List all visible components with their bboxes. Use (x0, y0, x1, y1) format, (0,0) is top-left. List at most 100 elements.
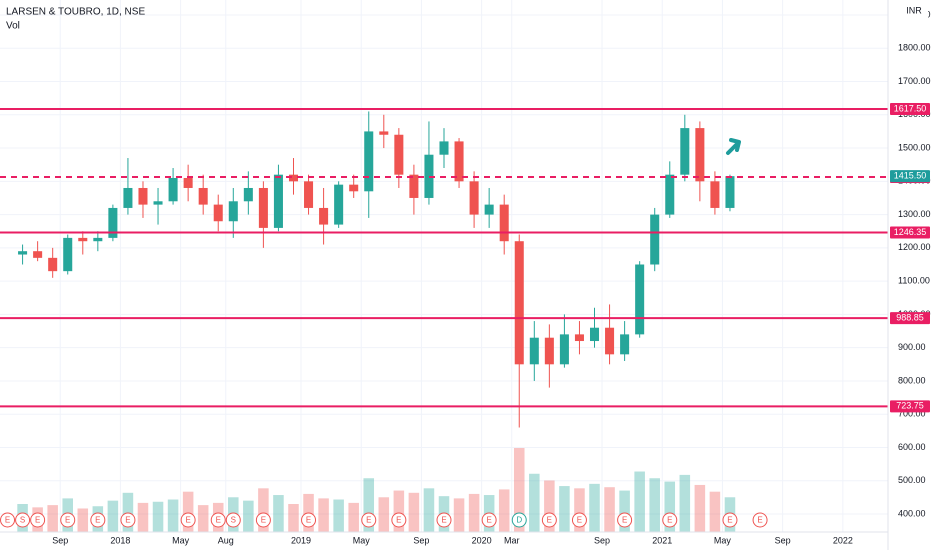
event-label: E (622, 516, 627, 525)
candle-body (695, 128, 705, 182)
candle-body (650, 214, 660, 265)
candles (18, 111, 735, 428)
candle-body (484, 204, 494, 215)
event-label: E (95, 516, 100, 525)
y-tick-label: 600.00 (898, 442, 926, 452)
candle-body (620, 334, 630, 355)
y-tick-label: 1800.00 (898, 43, 931, 53)
volume-bar (273, 495, 284, 532)
candle-body (514, 241, 524, 365)
event-marker (30, 512, 46, 528)
candle-body (574, 334, 584, 342)
candle-body (228, 201, 238, 222)
volume-label: Vol (6, 21, 20, 32)
candle-body (304, 181, 314, 208)
currency-bg (892, 3, 928, 19)
volume-bar (498, 489, 510, 532)
event-label: D (516, 516, 522, 525)
volume-bar (634, 471, 645, 532)
volume-bar (529, 473, 540, 532)
price-label-box (890, 226, 930, 239)
volume-bar (393, 490, 405, 532)
volume-bar (709, 491, 721, 532)
event-label: E (306, 516, 311, 525)
event-label: E (35, 516, 40, 525)
y-tick-label: 1700.00 (898, 76, 931, 86)
arrow-icon (726, 138, 741, 155)
volume-bar (694, 484, 706, 532)
event-marker (662, 512, 678, 528)
event-label: E (667, 516, 672, 525)
price-label: 1415.50 (894, 171, 927, 181)
event-marker (617, 512, 633, 528)
event-label: E (5, 516, 10, 525)
candle-body (544, 337, 554, 365)
event-marker (0, 512, 16, 528)
candle-body (243, 187, 253, 202)
candle-body (454, 141, 464, 182)
candle-body (198, 187, 208, 205)
event-label: E (727, 516, 732, 525)
event-marker (571, 512, 587, 528)
event-label: E (185, 516, 190, 525)
candle-body (529, 337, 539, 365)
event-marker (361, 512, 377, 528)
candle-body (334, 184, 344, 225)
volume-bar (378, 497, 390, 532)
volume-bar (77, 508, 89, 532)
candle-body (364, 131, 374, 192)
price-label-box (890, 102, 930, 115)
event-marker (436, 512, 452, 528)
event-label: E (216, 516, 221, 525)
event-marker (541, 512, 557, 528)
volume-bar (619, 490, 630, 532)
volume-bar (182, 491, 194, 532)
event-marker (722, 512, 738, 528)
candle-body (48, 257, 58, 272)
candle-body (123, 187, 133, 208)
volume-bar (664, 481, 676, 532)
event-marker (481, 512, 497, 528)
event-label: E (125, 516, 130, 525)
event-marker (301, 512, 317, 528)
x-tick-label: Sep (52, 535, 68, 545)
event-marker (210, 512, 226, 528)
y-tick-label: 800.00 (898, 375, 926, 385)
candle-body (424, 154, 434, 198)
candle-body (349, 184, 359, 192)
candle-body (153, 201, 163, 205)
y-tick-label: 400.00 (898, 508, 926, 518)
candle-body (258, 187, 268, 228)
event-marker (120, 512, 136, 528)
volume-bar (258, 488, 269, 532)
candle-body (108, 207, 118, 238)
candle-body (439, 141, 449, 155)
x-tick-label: Sep (594, 535, 610, 545)
volume-bar (318, 498, 329, 532)
event-marker (60, 512, 76, 528)
volume-bar (122, 492, 134, 532)
y-tick-label: 900.00 (898, 342, 926, 352)
candle-body (665, 174, 675, 215)
candle-body (33, 251, 43, 258)
candle-body (138, 187, 148, 205)
volume-bar (574, 488, 585, 532)
event-label: E (547, 516, 552, 525)
volume-bar (243, 500, 254, 532)
event-label: E (261, 516, 266, 525)
volume-bar (649, 478, 660, 532)
event-label: E (757, 516, 762, 525)
event-label: S (231, 516, 236, 525)
volume-bar (589, 483, 600, 532)
event-marker (225, 512, 241, 528)
x-tick-label: 2018 (110, 535, 130, 545)
candle-body (93, 237, 103, 242)
candle-body (725, 176, 735, 208)
candle-body (273, 174, 283, 228)
candle-body (379, 131, 389, 135)
event-marker (255, 512, 271, 528)
grid (0, 0, 888, 532)
